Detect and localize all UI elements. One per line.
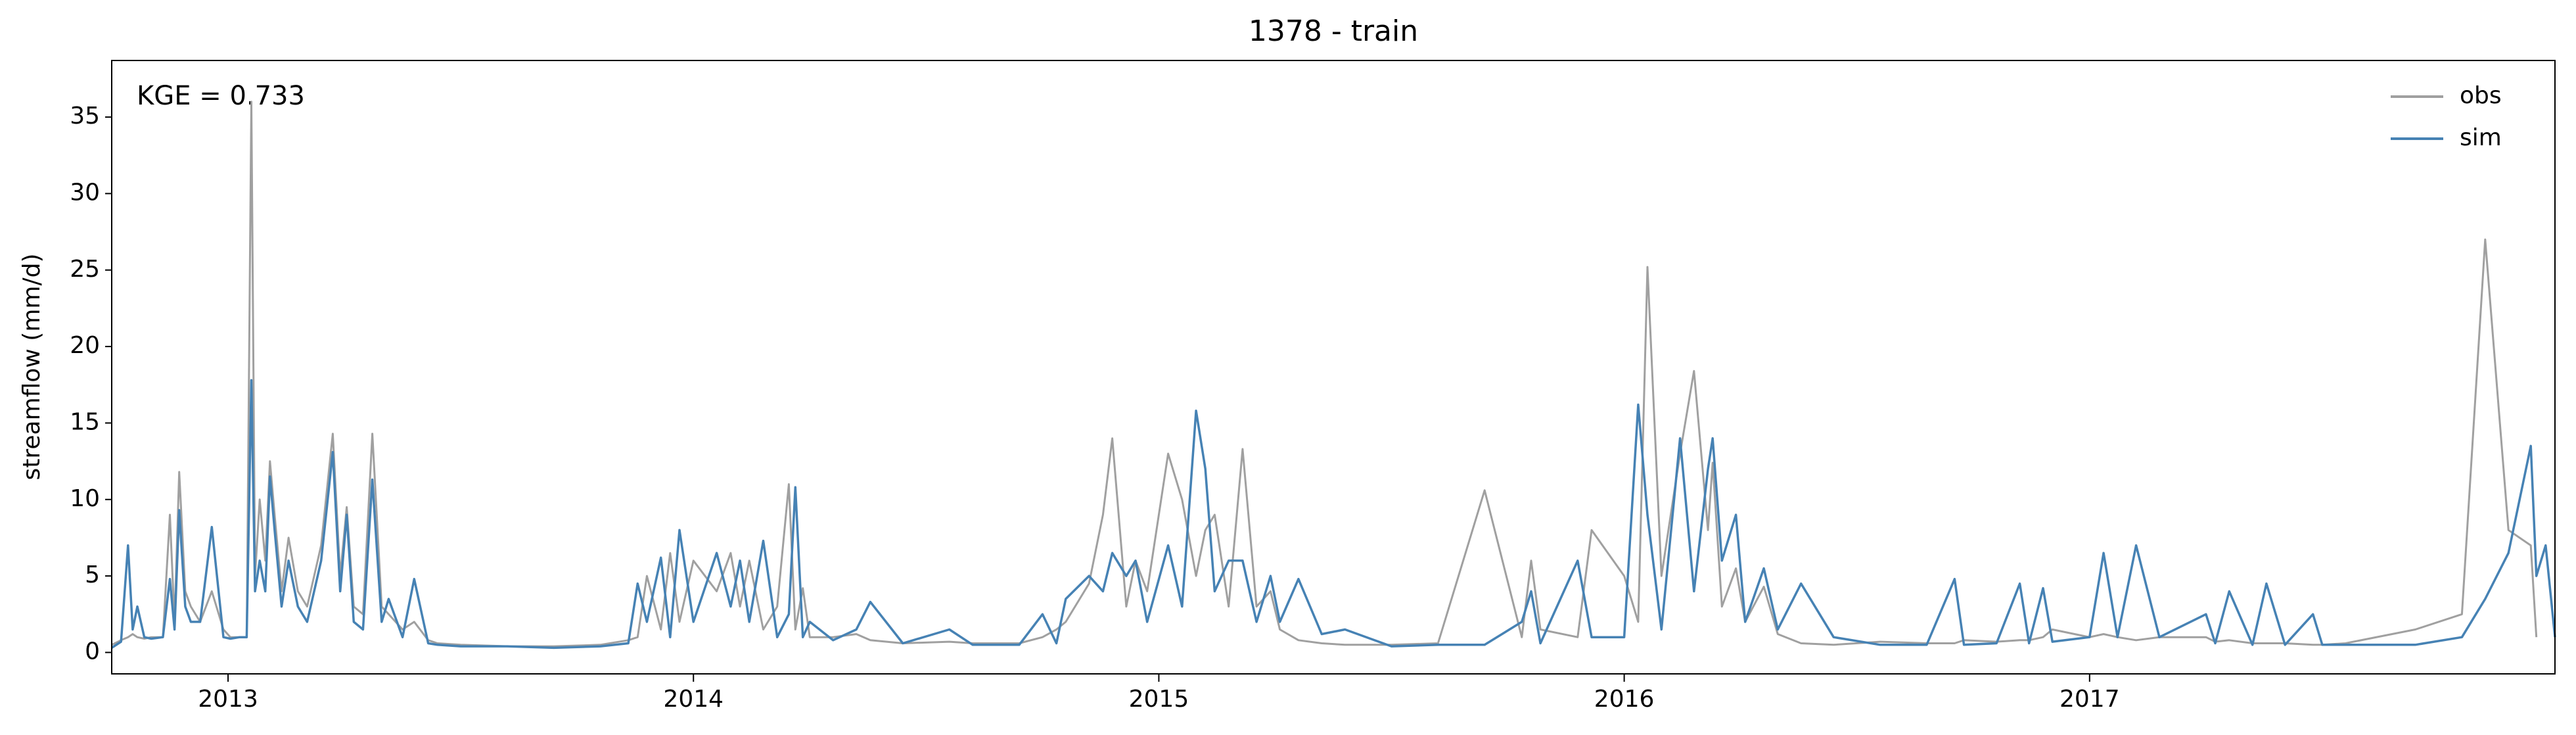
x-tick-label: 2017 bbox=[2059, 686, 2120, 713]
x-tick-label: 2013 bbox=[198, 686, 258, 713]
legend-label: obs bbox=[2460, 82, 2502, 109]
annotation: KGE = 0.733 bbox=[137, 81, 305, 111]
y-tick-label: 25 bbox=[70, 256, 100, 283]
chart-title: 1378 - train bbox=[1249, 14, 1418, 48]
y-tick-label: 30 bbox=[70, 179, 100, 206]
legend-label: sim bbox=[2460, 124, 2502, 151]
plot-frame bbox=[111, 60, 2556, 675]
series-line bbox=[111, 101, 2538, 648]
y-tick-label: 0 bbox=[85, 638, 100, 665]
y-tick-label: 10 bbox=[70, 485, 100, 512]
x-tick-label: 2014 bbox=[663, 686, 724, 713]
x-tick-label: 2015 bbox=[1129, 686, 1189, 713]
y-tick-label: 35 bbox=[70, 103, 100, 130]
y-axis-label: streamflow (mm/d) bbox=[18, 254, 45, 481]
y-tick-label: 15 bbox=[70, 408, 100, 435]
series-line bbox=[111, 379, 2556, 650]
x-tick-label: 2016 bbox=[1594, 686, 1655, 713]
y-tick-label: 20 bbox=[70, 332, 100, 359]
y-tick-label: 5 bbox=[85, 561, 100, 588]
